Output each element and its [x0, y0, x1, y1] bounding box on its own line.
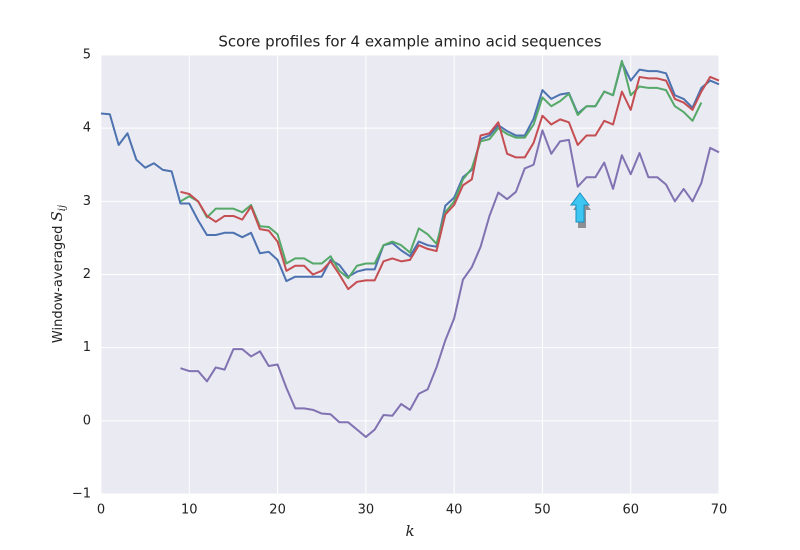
series-line — [180, 129, 720, 438]
x-tick-label: 40 — [446, 503, 463, 518]
y-tick-label: 1 — [83, 340, 91, 355]
x-tick-label: 70 — [711, 503, 728, 518]
x-tick-label: 50 — [534, 503, 551, 518]
y-tick-label: 4 — [83, 121, 91, 136]
x-tick-label: 30 — [358, 503, 375, 518]
grid — [100, 54, 720, 495]
y-tick-label: 0 — [83, 413, 91, 428]
y-tick-label: 3 — [83, 194, 91, 209]
y-tick-label: −1 — [72, 487, 91, 502]
lines — [100, 59, 720, 438]
series-line — [179, 59, 703, 280]
y-tick-label: 2 — [83, 267, 91, 282]
y-label-symbol: S — [48, 211, 66, 221]
y-axis-label: Window-averaged Sij — [48, 205, 68, 343]
y-tick-label: 5 — [83, 48, 91, 63]
x-tick-label: 20 — [269, 503, 286, 518]
chart-title: Score profiles for 4 example amino acid … — [218, 33, 601, 51]
cursor-arrow — [570, 192, 591, 228]
x-tick-label: 60 — [622, 503, 639, 518]
y-label-text: Window-averaged — [51, 226, 66, 343]
x-tick-label: 10 — [181, 503, 198, 518]
series-line — [180, 75, 720, 291]
x-axis-label: k — [405, 522, 414, 540]
x-tick-label: 0 — [97, 503, 105, 518]
y-label-subscript: ij — [57, 205, 68, 211]
arrow — [570, 192, 590, 223]
